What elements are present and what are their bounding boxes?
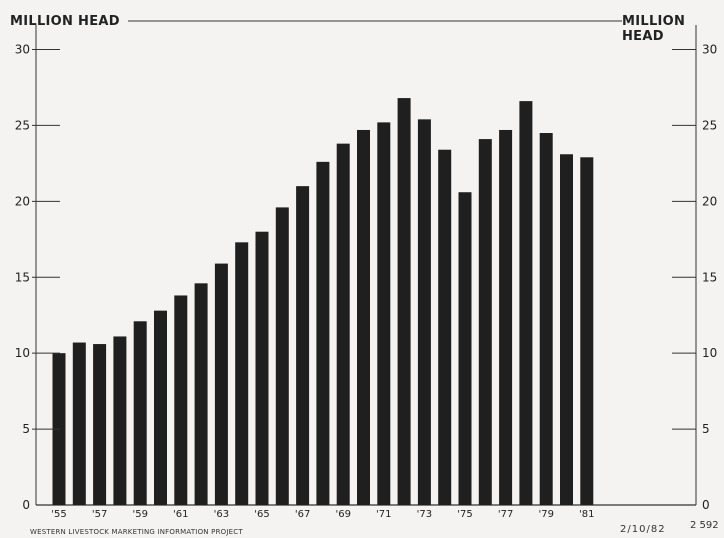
bar-1972	[397, 98, 411, 505]
bar-1981	[580, 157, 594, 505]
bar-1967	[296, 186, 310, 505]
bar-1969	[336, 143, 350, 506]
bar-1957	[93, 344, 107, 505]
x-tick-label: '75	[457, 509, 472, 520]
bar-1979	[539, 133, 553, 505]
bar-1960	[154, 310, 167, 505]
y-tick-label-right: 15	[702, 270, 717, 284]
bar-1963	[214, 263, 228, 505]
bar-1977	[499, 129, 513, 505]
x-tick-label: '59	[132, 509, 147, 520]
x-tick-label: '63	[214, 509, 229, 520]
x-tick-label: '55	[51, 509, 66, 520]
bar-1959	[133, 321, 147, 505]
left-axis-unit-label: MILLION HEAD	[10, 14, 120, 29]
bar-1973	[417, 119, 431, 506]
y-tick-label-left: 5	[22, 422, 30, 436]
x-tick-label: '77	[498, 509, 513, 520]
chart-code: 2 592	[690, 520, 719, 531]
source-credit: WESTERN LIVESTOCK MARKETING INFORMATION …	[30, 528, 243, 536]
bar-1976	[478, 139, 492, 505]
x-tick-label: '65	[254, 509, 269, 520]
bar-1958	[113, 336, 127, 505]
x-tick-label: '71	[376, 509, 391, 520]
bar-1956	[72, 342, 86, 505]
chart-date: 2/10/82	[620, 524, 666, 535]
bar-1964	[235, 242, 249, 505]
y-tick-label-right: 5	[702, 422, 710, 436]
y-tick-label-right: 10	[702, 346, 717, 360]
right-axis-unit-label: MILLION HEAD	[622, 14, 686, 44]
x-tick-label: '79	[538, 509, 553, 520]
x-tick-label: '67	[295, 509, 310, 520]
y-tick-label-left: 10	[15, 346, 30, 360]
y-tick-label-right: 30	[702, 43, 717, 57]
bar-1970	[357, 129, 370, 505]
bar-1965	[255, 231, 269, 505]
y-tick-label-left: 15	[15, 270, 30, 284]
x-tick-label: '81	[579, 509, 594, 520]
bar-1962	[194, 283, 208, 505]
x-tick-label: '69	[335, 509, 350, 520]
bar-1980	[560, 154, 573, 505]
x-tick-label: '57	[92, 509, 107, 520]
x-tick-label: '73	[417, 509, 432, 520]
y-tick-label-left: 30	[15, 43, 30, 57]
bar-1961	[174, 295, 188, 505]
y-tick-label-right: 25	[702, 118, 717, 132]
bar-1971	[377, 122, 391, 505]
bar-1974	[438, 149, 452, 505]
bar-1978	[519, 101, 533, 505]
x-tick-label: '61	[173, 509, 188, 520]
bar-1975	[458, 192, 472, 505]
y-tick-label-left: 0	[22, 498, 30, 512]
y-tick-label-left: 20	[15, 194, 30, 208]
y-tick-label-left: 25	[15, 118, 30, 132]
bar-1966	[275, 207, 289, 505]
y-tick-label-right: 0	[702, 498, 710, 512]
y-tick-label-right: 20	[702, 194, 717, 208]
bar-1968	[316, 161, 330, 505]
